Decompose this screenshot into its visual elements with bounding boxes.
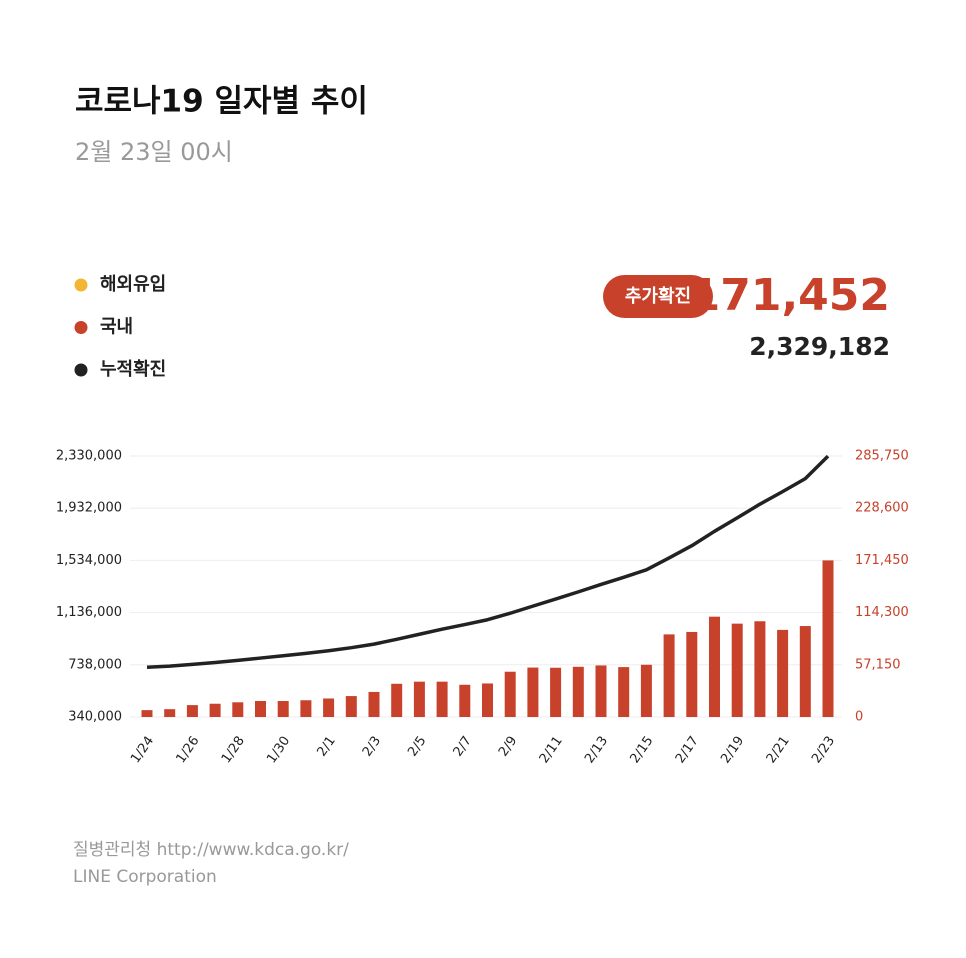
- new-cases: 171,452: [690, 270, 890, 321]
- bar: [255, 700, 266, 717]
- x-tick-label: 2/21: [764, 734, 793, 767]
- bar: [459, 684, 471, 717]
- y2-tick-label: 114,300: [855, 605, 909, 620]
- x-tick-label: 2/9: [496, 734, 520, 760]
- bar: [391, 683, 403, 717]
- bar: [345, 696, 357, 717]
- x-tick-label: 2/1: [314, 734, 338, 760]
- bar: [209, 703, 221, 717]
- bar: [232, 702, 244, 717]
- bar: [822, 560, 834, 717]
- badge-text: 추가확진: [625, 286, 691, 307]
- x-tick-label: 2/13: [582, 734, 611, 767]
- subtitle: 2월 23일 00시: [75, 138, 233, 166]
- bar: [572, 666, 584, 717]
- x-tick-label: 1/24: [128, 734, 157, 767]
- y2-tick-label: 285,750: [855, 449, 909, 464]
- legend-label: 누적확진: [100, 359, 166, 380]
- x-tick-label: 1/30: [264, 734, 293, 767]
- legend-label: 국내: [100, 317, 133, 338]
- bar: [368, 691, 380, 717]
- x-tick-label: 2/5: [405, 734, 429, 760]
- bar: [413, 681, 425, 717]
- bar: [482, 683, 493, 717]
- bar: [754, 621, 766, 717]
- legend-dot: [74, 363, 88, 377]
- legend-label: 해외유입: [100, 273, 166, 295]
- x-tick-label: 2/19: [718, 734, 747, 767]
- x-tick-label: 1/26: [174, 734, 203, 767]
- total-cases: 2,329,182: [749, 332, 890, 361]
- y-tick-label: 1,932,000: [56, 501, 122, 516]
- bar: [186, 705, 198, 717]
- legend-dot: [74, 321, 88, 334]
- x-tick-label: 2/15: [628, 734, 657, 767]
- y2-tick-label: 228,600: [855, 501, 909, 516]
- x-tick-label: 2/11: [537, 734, 566, 767]
- x-tick-label: 2/7: [451, 734, 475, 760]
- y2-tick-label: 0: [855, 710, 863, 725]
- bar: [595, 665, 607, 717]
- bar: [527, 667, 539, 717]
- y-tick-label: 340,000: [68, 710, 122, 725]
- bar: [550, 667, 562, 717]
- company: LINE Corporation: [73, 867, 217, 887]
- badge: [603, 275, 713, 318]
- y-tick-label: 1,136,000: [56, 605, 122, 620]
- bar: [436, 681, 448, 717]
- y-tick-label: 738,000: [68, 657, 122, 672]
- bar: [141, 710, 153, 717]
- source: 질병관리청 http://www.kdca.go.kr/: [73, 840, 349, 860]
- bar: [799, 626, 811, 717]
- bar: [777, 629, 789, 717]
- bar: [323, 698, 335, 717]
- bar: [300, 700, 312, 717]
- x-tick-label: 2/3: [360, 734, 384, 760]
- x-tick-label: 2/17: [673, 734, 702, 767]
- cumulative-line: [146, 454, 830, 669]
- legend-dot: [74, 278, 88, 292]
- title: 코로나19 일자별 추이: [75, 84, 368, 120]
- bar: [164, 709, 176, 717]
- y-tick-label: 1,534,000: [56, 553, 122, 568]
- bar: [618, 667, 630, 717]
- bar: [504, 671, 516, 717]
- bar: [686, 631, 698, 717]
- bar: [731, 623, 743, 717]
- y2-tick-label: 57,150: [855, 657, 901, 672]
- x-tick-label: 2/23: [809, 734, 838, 767]
- bar: [709, 616, 720, 717]
- y-tick-label: 2,330,000: [56, 449, 122, 464]
- y2-tick-label: 171,450: [855, 553, 909, 568]
- bar: [663, 634, 675, 717]
- x-tick-label: 1/28: [219, 734, 248, 767]
- bar: [277, 700, 289, 717]
- bar: [640, 664, 652, 717]
